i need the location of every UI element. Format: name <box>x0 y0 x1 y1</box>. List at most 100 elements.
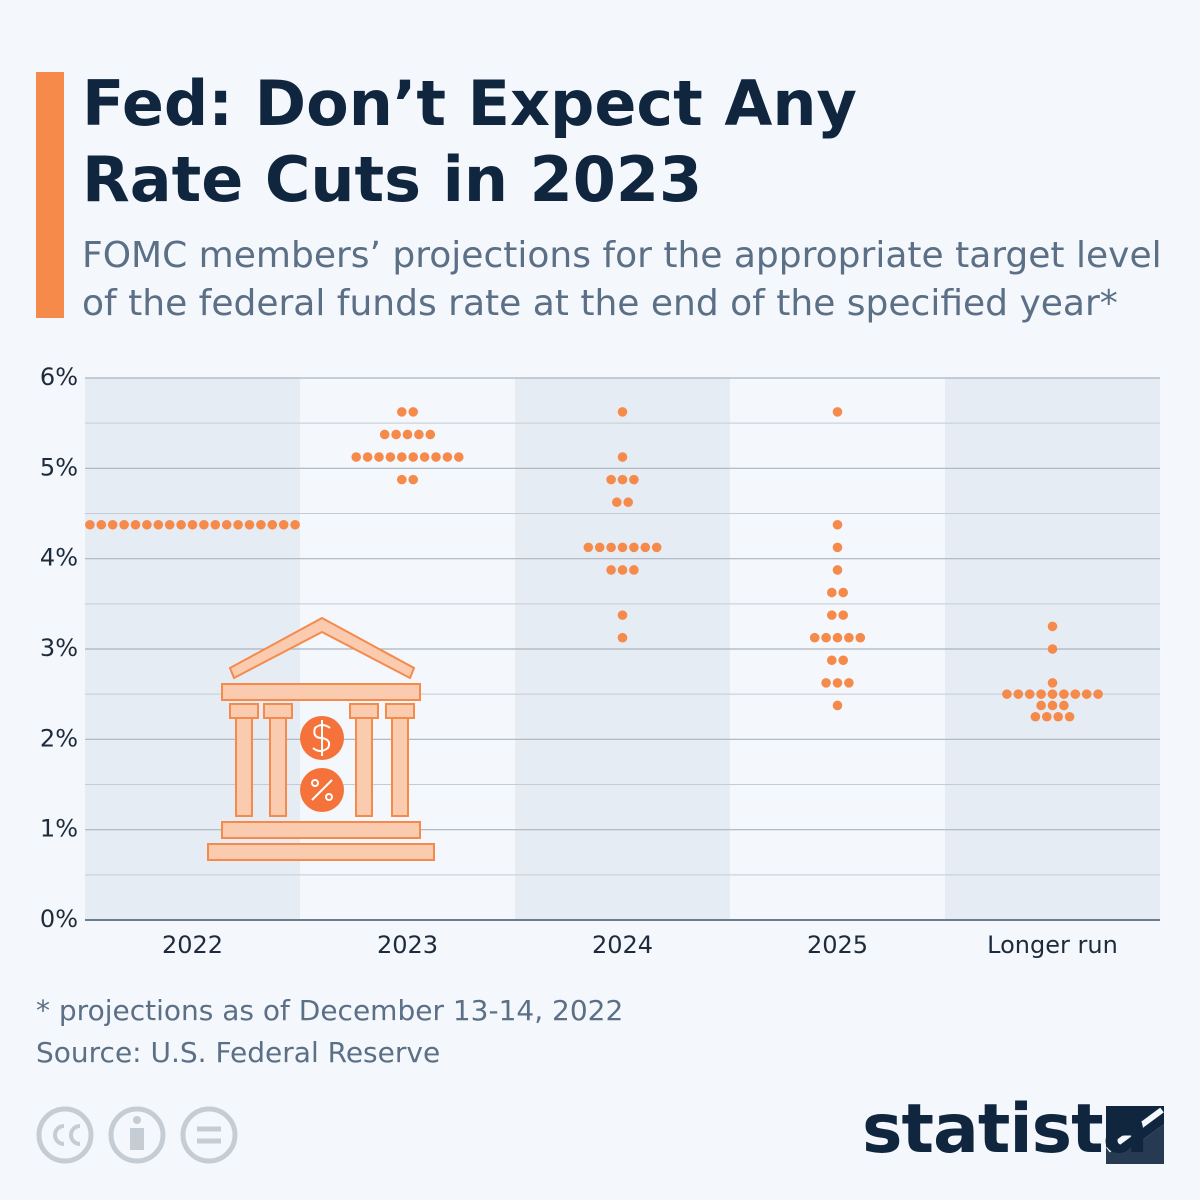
y-tick-label: 2% <box>40 724 78 752</box>
dot <box>419 452 430 462</box>
dot <box>374 452 384 462</box>
dot <box>1064 711 1075 722</box>
dot <box>617 452 628 462</box>
bank-icon <box>207 616 435 861</box>
dot <box>617 632 628 643</box>
dot <box>278 519 289 530</box>
dot <box>617 542 628 553</box>
dot <box>617 407 628 417</box>
dot <box>256 519 266 530</box>
dot <box>1047 689 1058 699</box>
dot <box>1002 689 1012 699</box>
dot <box>832 565 843 575</box>
brand-logo <box>1106 1106 1164 1164</box>
dot <box>838 655 848 666</box>
dot <box>1036 700 1046 711</box>
dot <box>379 429 390 440</box>
dot <box>832 678 843 688</box>
dot <box>594 542 605 553</box>
x-tick-label: 2025 <box>807 931 868 959</box>
dot <box>402 429 413 440</box>
dot <box>96 519 107 530</box>
dot <box>454 452 464 462</box>
dot <box>809 632 820 643</box>
dot <box>832 519 843 530</box>
dot <box>164 519 175 530</box>
dot <box>629 565 639 575</box>
dot <box>176 519 186 530</box>
dot <box>267 519 278 530</box>
chart-title: Fed: Don’t Expect Any Rate Cuts in 2023 <box>82 67 857 216</box>
dot <box>1047 644 1058 654</box>
dot <box>414 429 424 440</box>
dot <box>199 519 209 530</box>
x-tick-label: Longer run <box>987 931 1118 959</box>
dot <box>855 632 866 643</box>
dot <box>85 519 95 530</box>
dot <box>107 519 118 530</box>
dot <box>408 407 419 417</box>
brand: statista <box>862 1090 1149 1169</box>
dot <box>1047 700 1058 711</box>
dot <box>827 610 837 620</box>
dot <box>1047 621 1058 632</box>
dot <box>290 519 300 530</box>
dot <box>391 429 401 440</box>
dot <box>827 587 837 598</box>
dot <box>1013 689 1024 699</box>
dot <box>606 542 616 553</box>
dot <box>832 542 843 553</box>
dot <box>210 519 221 530</box>
dot <box>617 474 628 485</box>
dot <box>623 497 633 508</box>
x-tick-label: 2024 <box>592 931 653 959</box>
dot <box>617 565 628 575</box>
footnote: * projections as of December 13-14, 2022 <box>36 994 624 1027</box>
dot <box>629 474 639 485</box>
dot <box>431 452 441 462</box>
dot <box>629 542 639 553</box>
y-tick-label: 3% <box>40 634 78 662</box>
dot <box>119 519 129 530</box>
dot <box>1047 678 1058 688</box>
cc-icons <box>36 1106 238 1164</box>
dot <box>651 542 662 553</box>
dot <box>1030 711 1041 722</box>
dot <box>838 610 848 620</box>
dot <box>827 655 837 666</box>
dot <box>1059 689 1069 699</box>
dot <box>397 474 407 485</box>
y-tick-label: 4% <box>40 544 78 572</box>
dot <box>385 452 396 462</box>
dot <box>838 587 848 598</box>
dot <box>832 407 843 417</box>
dot <box>351 452 362 462</box>
dot <box>1036 689 1046 699</box>
dot <box>362 452 373 462</box>
x-tick-label: 2022 <box>162 931 223 959</box>
dot <box>408 452 419 462</box>
dot <box>244 519 255 530</box>
dot <box>1059 700 1069 711</box>
dot <box>397 407 407 417</box>
chart-subtitle: FOMC members’ projections for the approp… <box>82 235 1162 324</box>
dot <box>844 632 854 643</box>
dot <box>844 678 854 688</box>
dot <box>221 519 232 530</box>
source: Source: U.S. Federal Reserve <box>36 1036 441 1069</box>
footer: * projections as of December 13-14, 2022… <box>36 990 623 1074</box>
dot <box>1024 689 1035 699</box>
dot <box>187 519 198 530</box>
dot <box>617 610 628 620</box>
dot <box>1042 711 1052 722</box>
dot <box>832 700 843 711</box>
dot <box>1070 689 1081 699</box>
dot <box>153 519 164 530</box>
x-tick-label: 2023 <box>377 931 438 959</box>
accent-bar <box>36 72 64 318</box>
dot <box>821 678 831 688</box>
y-tick-label: 5% <box>40 453 78 481</box>
dot <box>130 519 141 530</box>
